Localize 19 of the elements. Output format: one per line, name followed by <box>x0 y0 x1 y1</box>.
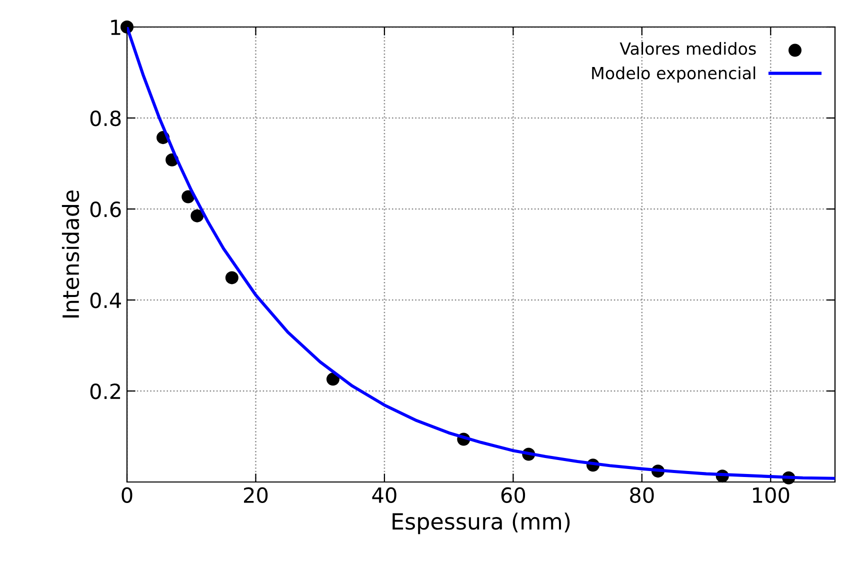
x-tick-label: 40 <box>372 487 396 503</box>
y-tick-label: 0.4 <box>90 292 121 308</box>
y-tick-label: 0.2 <box>90 383 120 400</box>
x-tick-label: 60 <box>501 487 526 503</box>
point <box>225 271 238 284</box>
point <box>326 372 340 386</box>
y-tick-label: 1 <box>111 20 120 35</box>
point <box>182 190 195 204</box>
legend-label: Valores medidos <box>620 42 756 55</box>
y-tick-label: 0.8 <box>90 110 121 126</box>
x-tick-label: 80 <box>630 487 654 503</box>
y-tick-label: 0.6 <box>90 201 121 218</box>
x-tick-label: 100 <box>753 487 790 503</box>
point <box>190 209 204 222</box>
x-axis-title: Espessura (mm) <box>392 512 570 534</box>
x-tick-label: 0 <box>122 487 132 503</box>
legend-label: Modelo exponencial <box>592 66 756 83</box>
x-tick-label: 20 <box>244 487 268 503</box>
y-axis-title: Intensidade <box>62 190 80 318</box>
